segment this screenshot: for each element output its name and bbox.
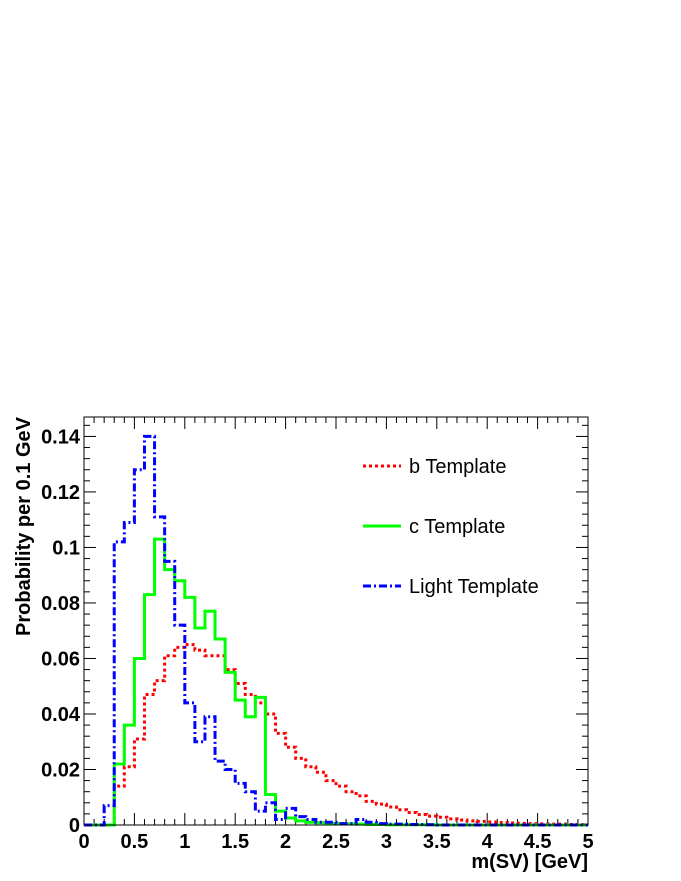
- y-tick-label: 0.14: [41, 426, 81, 448]
- y-tick-labels: 0 0.02 0.04 0.06 0.08 0.1 0.12 0.14: [41, 426, 81, 837]
- y-tick-label: 0.04: [41, 704, 81, 726]
- x-tick-label: 3.5: [423, 831, 451, 853]
- x-tick-label: 3: [381, 831, 392, 853]
- x-tick-label: 0.5: [120, 831, 148, 853]
- x-axis-title: m(SV) [GeV]: [471, 851, 588, 873]
- plot-frame: [83, 416, 589, 826]
- x-tick-label: 4: [482, 831, 494, 853]
- series-layer: [84, 434, 588, 827]
- y-tick-label: 0.02: [41, 759, 80, 781]
- y-tick-label: 0.12: [41, 482, 80, 504]
- legend-label: Light Template: [409, 576, 539, 598]
- legend-label: b Template: [409, 456, 506, 478]
- y-tick-label: 0.1: [52, 537, 80, 559]
- x-tick-label: 1.5: [221, 831, 249, 853]
- series-line-0: [84, 643, 588, 827]
- y-tick-label: 0: [69, 815, 80, 837]
- y-tick-label: 0.08: [41, 593, 80, 615]
- axis-ticks: [83, 417, 589, 826]
- x-tick-label: 5: [582, 831, 593, 853]
- x-tick-labels: 0 0.5 1 1.5 2 2.5 3 3.5 4 4.5 5: [78, 831, 593, 853]
- x-tick-label: 2: [280, 831, 291, 853]
- y-tick-label: 0.06: [41, 648, 80, 670]
- x-tick-label: 4.5: [524, 831, 552, 853]
- x-tick-label: 2.5: [322, 831, 350, 853]
- series-line-2: [84, 434, 588, 827]
- x-tick-label: 1: [179, 831, 190, 853]
- y-axis-title: Probability per 0.1 GeV: [13, 416, 35, 636]
- x-tick-label: 0: [78, 831, 89, 853]
- legend-label: c Template: [409, 516, 505, 538]
- legend: b Template c Template Light Template: [363, 456, 539, 598]
